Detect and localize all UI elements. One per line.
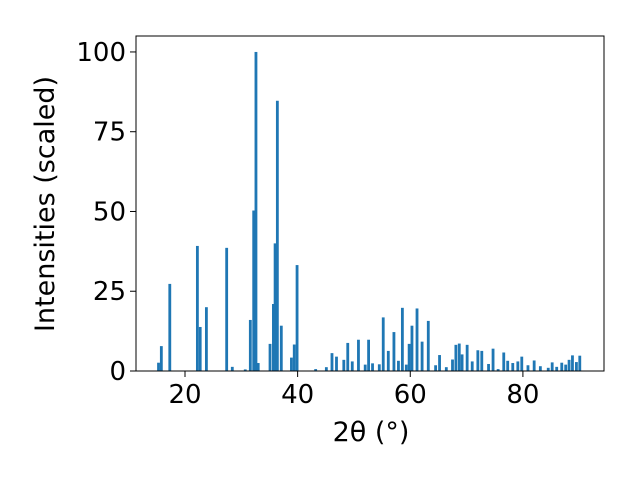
bar bbox=[295, 265, 299, 371]
x-axis-label: 2θ (°) bbox=[333, 417, 410, 448]
bar bbox=[252, 210, 256, 371]
bar bbox=[168, 283, 172, 371]
bar bbox=[367, 339, 370, 371]
bar bbox=[526, 365, 530, 371]
y-tick-label: 0 bbox=[109, 357, 126, 387]
bar bbox=[538, 366, 542, 371]
y-axis-label: Intensities (scaled) bbox=[30, 76, 61, 332]
y-tick-label: 100 bbox=[76, 38, 126, 68]
bar bbox=[574, 362, 578, 371]
bar bbox=[426, 320, 430, 371]
bar bbox=[248, 319, 252, 371]
bar bbox=[397, 360, 400, 371]
y-tick-label: 75 bbox=[93, 118, 126, 148]
bar bbox=[578, 355, 582, 371]
bar bbox=[438, 355, 441, 371]
bar bbox=[502, 352, 506, 371]
bar bbox=[491, 348, 495, 371]
bar bbox=[546, 367, 550, 371]
bar bbox=[381, 317, 385, 371]
bar bbox=[407, 343, 411, 371]
bar bbox=[571, 355, 574, 371]
bar bbox=[342, 359, 346, 371]
bar bbox=[275, 100, 279, 372]
bar bbox=[363, 364, 367, 371]
bar bbox=[157, 362, 160, 371]
bar bbox=[444, 367, 448, 371]
bar bbox=[273, 243, 277, 371]
bar bbox=[476, 350, 480, 371]
bar bbox=[204, 307, 208, 371]
bar bbox=[272, 304, 275, 371]
bar bbox=[415, 308, 419, 371]
bar bbox=[330, 353, 334, 371]
bar bbox=[230, 366, 234, 371]
bar bbox=[254, 51, 258, 371]
bar bbox=[268, 343, 272, 371]
bar bbox=[550, 362, 554, 371]
bar bbox=[377, 364, 381, 371]
bar bbox=[324, 367, 328, 371]
bar bbox=[335, 356, 338, 371]
bar bbox=[567, 359, 571, 371]
bar bbox=[470, 361, 474, 371]
bar bbox=[346, 342, 350, 371]
bar bbox=[460, 354, 464, 371]
bar bbox=[465, 344, 469, 371]
bar bbox=[480, 350, 484, 371]
x-axis-ticks: 20 40 60 80 bbox=[168, 371, 539, 410]
bar bbox=[350, 361, 354, 371]
bar bbox=[532, 360, 536, 371]
bar bbox=[555, 366, 559, 371]
bars-group bbox=[157, 51, 582, 372]
bar bbox=[290, 357, 293, 371]
bar bbox=[371, 363, 374, 371]
bar bbox=[457, 343, 461, 371]
x-tick-label: 40 bbox=[281, 380, 314, 410]
bar bbox=[357, 339, 360, 371]
bar bbox=[520, 356, 524, 371]
bar bbox=[195, 245, 199, 371]
x-tick-label: 80 bbox=[506, 380, 539, 410]
plot-frame bbox=[135, 35, 605, 372]
bar bbox=[564, 364, 568, 371]
y-tick-label: 50 bbox=[93, 197, 126, 227]
bar bbox=[392, 332, 396, 371]
bar bbox=[256, 363, 260, 371]
bar bbox=[386, 350, 390, 371]
bar bbox=[292, 344, 296, 371]
bar bbox=[560, 362, 564, 371]
bar bbox=[225, 247, 229, 371]
bar bbox=[159, 346, 163, 371]
bar bbox=[410, 325, 414, 371]
bar bbox=[506, 360, 510, 371]
bar bbox=[404, 364, 408, 371]
bar bbox=[400, 307, 404, 371]
bar bbox=[496, 369, 500, 371]
y-tick-label: 25 bbox=[93, 277, 126, 307]
x-tick-label: 20 bbox=[168, 380, 201, 410]
bar bbox=[487, 363, 490, 371]
bar bbox=[511, 363, 515, 371]
y-axis-ticks: 0 25 50 75 100 bbox=[76, 38, 136, 387]
bar bbox=[243, 369, 247, 371]
bar bbox=[279, 325, 283, 371]
bar bbox=[420, 341, 424, 371]
bar bbox=[451, 359, 454, 371]
x-tick-label: 60 bbox=[394, 380, 427, 410]
bar bbox=[516, 361, 520, 371]
bar bbox=[198, 326, 202, 371]
bar bbox=[454, 344, 458, 371]
bar bbox=[434, 365, 438, 371]
bar bbox=[314, 369, 318, 371]
